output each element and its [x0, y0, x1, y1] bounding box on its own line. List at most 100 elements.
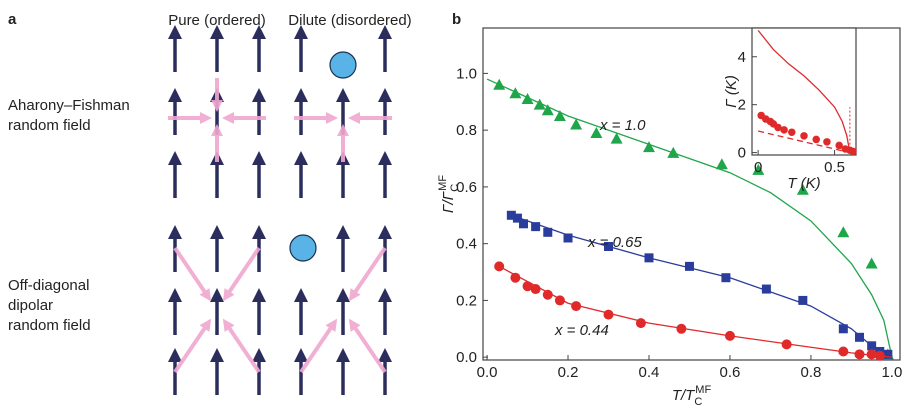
point	[883, 349, 893, 359]
point	[788, 128, 796, 136]
field-arrow	[173, 318, 212, 374]
row-label: Aharony–Fishman	[8, 97, 130, 114]
x-axis-label: T/TCMF	[672, 384, 712, 406]
point	[506, 210, 516, 220]
point	[715, 158, 728, 170]
y-tick-label: 0	[738, 145, 746, 162]
point	[635, 318, 646, 329]
point	[522, 281, 533, 292]
point	[780, 126, 788, 134]
y-tick-label: 0.0	[456, 349, 477, 366]
panel-label: b	[452, 11, 461, 28]
point	[837, 226, 850, 238]
y-tick-label: 2	[738, 97, 746, 114]
point	[798, 295, 808, 305]
point	[838, 324, 848, 334]
x-label-sub: C	[694, 396, 702, 406]
x-tick-label: 0.4	[639, 364, 660, 381]
point	[854, 349, 865, 360]
point	[642, 141, 655, 153]
point	[493, 78, 506, 90]
point	[800, 132, 808, 140]
point	[838, 346, 849, 357]
curve	[486, 78, 893, 358]
impurity	[329, 51, 357, 79]
field-arrow	[173, 246, 212, 302]
point	[571, 301, 582, 312]
point	[494, 261, 505, 272]
point	[867, 341, 877, 351]
y-label-text: Γ/Γ	[440, 190, 457, 213]
point	[752, 163, 765, 175]
point	[590, 126, 603, 138]
point	[796, 183, 809, 195]
y-tick-label: 0.8	[456, 122, 477, 139]
point	[521, 92, 534, 104]
point	[874, 350, 885, 361]
y-tick-label: 0.6	[456, 179, 477, 196]
y-tick-label: 4	[738, 49, 746, 66]
x-label-sup: MF	[695, 384, 711, 396]
point	[509, 87, 522, 99]
point	[724, 330, 735, 341]
point	[866, 349, 877, 360]
x-tick-label: 0.0	[477, 364, 498, 381]
column-header: Dilute (disordered)	[288, 12, 411, 29]
column-header: Pure (ordered)	[168, 12, 266, 29]
x-tick-label: 1.0	[881, 364, 902, 381]
point	[530, 284, 541, 295]
y-label-text: Γ (K)	[723, 75, 740, 108]
point	[676, 323, 687, 334]
row-label: Off-diagonal	[8, 277, 89, 294]
x-label-text: T/T	[672, 387, 696, 404]
point	[604, 241, 614, 251]
y-axis-label: Γ/ΓCMF	[437, 175, 461, 213]
point	[761, 284, 771, 294]
point	[855, 332, 865, 342]
x-tick-label: 0	[754, 159, 762, 176]
point	[518, 219, 528, 229]
curve	[757, 130, 851, 154]
x-tick-label: 0.8	[801, 364, 822, 381]
y-tick-label: 0.4	[456, 236, 477, 253]
x-axis-label: T (K)	[787, 175, 820, 192]
x-tick-label: 0.2	[558, 364, 579, 381]
field-arrow	[348, 246, 387, 302]
point	[667, 146, 680, 158]
point	[510, 272, 521, 283]
y-label-sup: MF	[437, 175, 449, 191]
point	[610, 132, 623, 144]
point	[812, 135, 820, 144]
point	[781, 339, 792, 350]
point	[721, 273, 731, 283]
point	[865, 257, 878, 269]
y-tick-label: 1.0	[456, 65, 477, 82]
x-tick-label: 0.5	[824, 159, 845, 176]
point	[541, 104, 554, 116]
point	[684, 261, 694, 271]
inset-chart: 0 0.5 0 2 4 T (K) Γ (K)	[723, 27, 857, 192]
row-label: random field	[8, 317, 91, 334]
panel-label: a	[8, 11, 17, 28]
point	[542, 289, 553, 300]
curve	[757, 29, 851, 153]
y-tick-label: 0.2	[456, 292, 477, 309]
panel-a: a Pure (ordered) Dilute (disordered) Aha…	[8, 11, 412, 395]
impurity	[289, 234, 317, 262]
point	[553, 109, 566, 121]
point	[823, 138, 831, 146]
point	[533, 98, 546, 110]
point	[570, 118, 583, 130]
field-arrow	[222, 318, 261, 374]
field-arrow	[222, 246, 261, 302]
point	[774, 123, 782, 132]
x-label-text: T (K)	[787, 175, 820, 192]
point	[554, 295, 565, 306]
point	[849, 147, 857, 156]
series-label: x = 0.44	[554, 322, 609, 339]
series-label: x = 1.0	[599, 117, 646, 134]
point	[603, 309, 614, 320]
field-arrow	[348, 318, 387, 374]
point	[543, 227, 553, 237]
y-label-sub: C	[449, 184, 461, 192]
